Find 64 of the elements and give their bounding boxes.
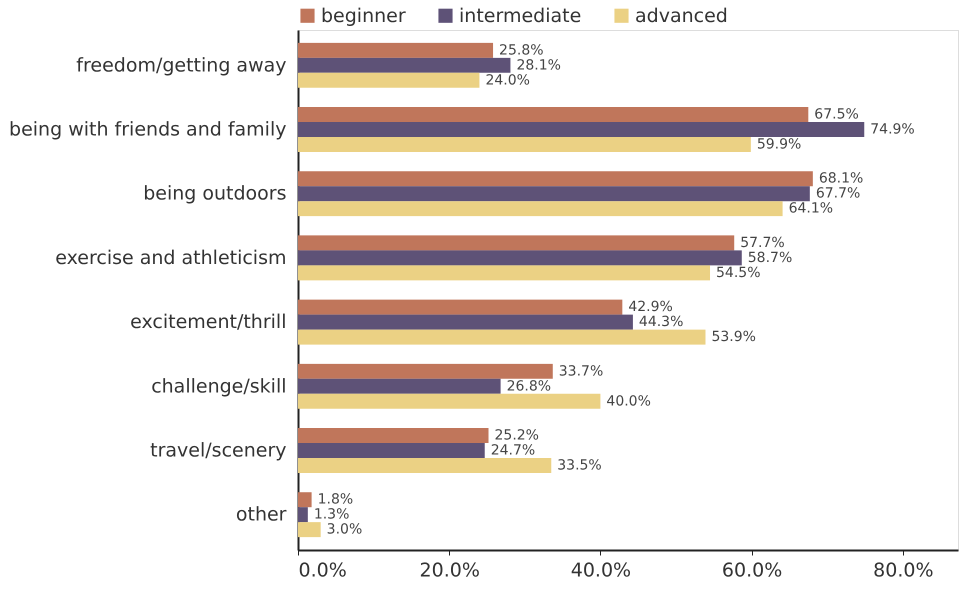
bar — [298, 443, 485, 458]
data-label: 33.7% — [558, 363, 604, 380]
y-tick-label: exercise and athleticism — [55, 246, 286, 269]
bar — [298, 522, 321, 538]
data-label: 67.7% — [816, 186, 860, 202]
data-label: 26.8% — [506, 378, 552, 394]
data-label: 59.9% — [756, 136, 802, 152]
bar — [298, 428, 489, 444]
data-label: 57.7% — [740, 234, 785, 251]
data-label: 28.1% — [516, 57, 561, 74]
bar — [298, 72, 480, 88]
y-tick-label: other — [236, 504, 287, 526]
data-label: 1.3% — [314, 506, 350, 523]
y-tick-label: being with friends and family — [9, 118, 286, 141]
y-tick-label: being outdoors — [143, 182, 286, 205]
y-tick-label: challenge/skill — [151, 375, 286, 398]
data-label: 42.9% — [628, 299, 673, 316]
x-tick-label: 60.0% — [722, 560, 782, 582]
data-label: 25.8% — [499, 42, 544, 58]
x-tick-label: 20.0% — [420, 560, 480, 582]
bar — [298, 507, 308, 522]
bar — [298, 394, 600, 409]
legend-label: intermediate — [459, 4, 582, 27]
bar — [298, 458, 552, 473]
bar — [298, 186, 810, 202]
bar — [298, 122, 864, 137]
bar — [298, 364, 553, 379]
y-tick-label: freedom/getting away — [76, 54, 286, 76]
bar — [298, 107, 808, 122]
legend-label: advanced — [635, 4, 728, 27]
bar — [298, 300, 622, 315]
data-label: 74.9% — [870, 122, 915, 138]
legend-label: beginner — [321, 4, 406, 27]
data-label: 67.5% — [814, 106, 859, 123]
data-label: 68.1% — [818, 170, 864, 187]
data-label: 1.8% — [318, 492, 354, 508]
bar — [298, 378, 501, 394]
bar — [298, 42, 494, 58]
x-tick-label: 0.0% — [298, 560, 347, 582]
x-tick-label: 80.0% — [873, 560, 934, 582]
bar — [298, 250, 742, 266]
data-label: 64.1% — [788, 200, 834, 217]
bar — [298, 201, 783, 216]
data-label: 33.5% — [557, 457, 602, 474]
data-label: 53.9% — [711, 329, 756, 346]
y-tick-label: travel/scenery — [150, 439, 286, 462]
data-label: 3.0% — [326, 522, 362, 538]
x-tick-label: 40.0% — [570, 560, 632, 582]
bar — [298, 492, 312, 508]
bar — [298, 58, 510, 73]
data-label: 25.2% — [494, 428, 539, 444]
bar — [298, 314, 633, 330]
y-tick-label: excitement/thrill — [130, 311, 286, 334]
data-label: 24.7% — [490, 442, 536, 458]
bar — [298, 136, 751, 152]
data-label: 58.7% — [748, 250, 792, 266]
data-label: 54.5% — [716, 264, 761, 281]
bar — [298, 171, 813, 186]
bar — [298, 235, 734, 250]
bar — [298, 265, 710, 280]
data-label: 40.0% — [606, 393, 651, 410]
data-label: 24.0% — [485, 72, 530, 88]
bar — [298, 330, 706, 345]
data-label: 44.3% — [638, 314, 684, 330]
